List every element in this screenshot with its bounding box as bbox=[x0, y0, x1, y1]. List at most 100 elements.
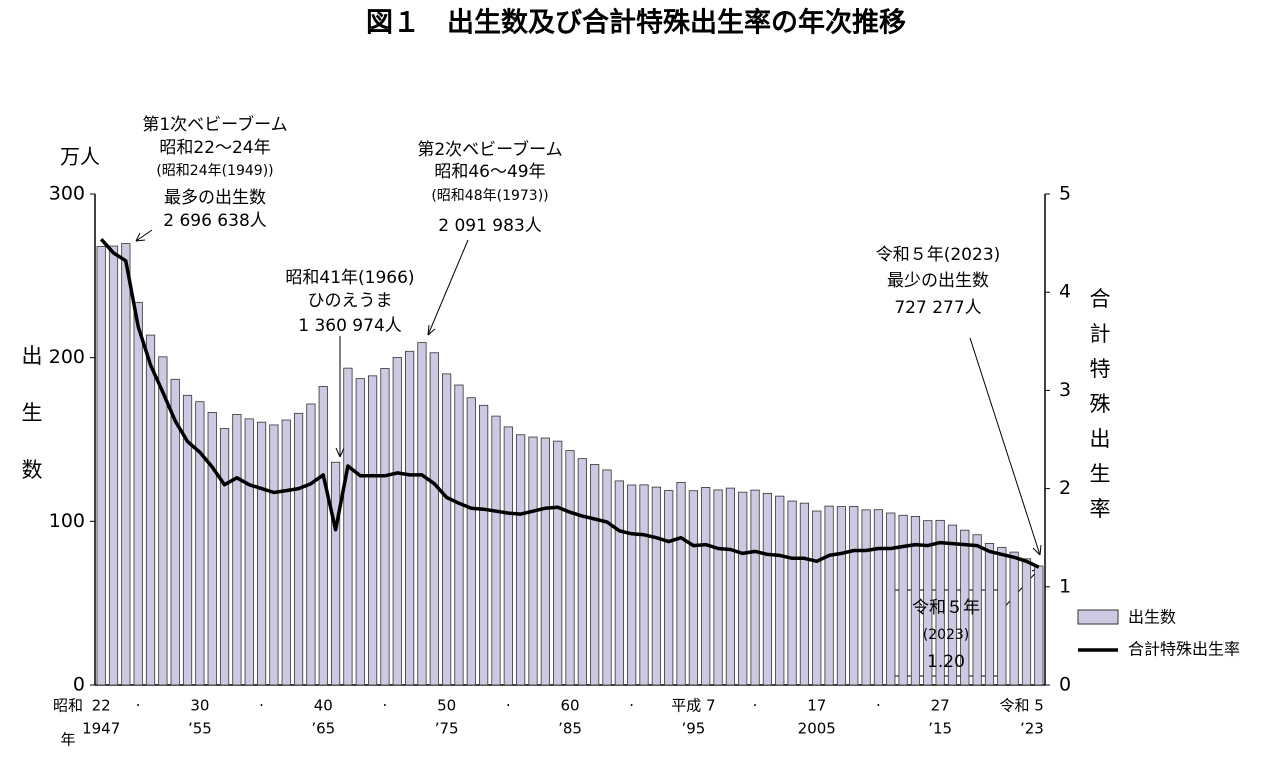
bar bbox=[108, 245, 119, 686]
bar bbox=[392, 357, 402, 686]
bar bbox=[590, 464, 600, 686]
x-tick-label: 22 bbox=[92, 697, 111, 715]
bar bbox=[824, 505, 834, 686]
bar bbox=[836, 506, 847, 686]
bar bbox=[158, 356, 168, 686]
annotation: ひのえうま bbox=[308, 291, 393, 311]
bar bbox=[639, 484, 649, 686]
bar bbox=[528, 436, 538, 686]
bar bbox=[676, 481, 686, 686]
bar bbox=[442, 373, 452, 686]
bar bbox=[355, 378, 365, 686]
x-tick-label-western: ’65 bbox=[311, 720, 335, 738]
bar bbox=[380, 368, 390, 686]
x-tick-label: 17 bbox=[807, 697, 826, 715]
bar bbox=[972, 534, 982, 686]
x-tick-label: 40 bbox=[314, 697, 333, 715]
annotation: 令和５年(2023) bbox=[876, 245, 1001, 265]
bar bbox=[750, 489, 760, 686]
x-tick-label: 60 bbox=[560, 697, 579, 715]
annotation-box bbox=[892, 589, 1001, 677]
x-era-prefix: 昭和 bbox=[53, 697, 83, 715]
x-tick-label: 平成 7 bbox=[671, 697, 715, 715]
bar bbox=[170, 378, 180, 686]
x-tick-label: · bbox=[259, 697, 264, 715]
x-tick-label-western: ’85 bbox=[558, 720, 582, 738]
bar bbox=[195, 401, 205, 686]
bar bbox=[849, 506, 859, 686]
x-tick-label: · bbox=[629, 697, 634, 715]
bar bbox=[256, 421, 267, 686]
bar bbox=[787, 500, 797, 686]
bar bbox=[429, 352, 439, 686]
y-tick-label: 0 bbox=[73, 674, 85, 696]
y2-tick-label: 5 bbox=[1059, 183, 1071, 205]
x-tick-label: · bbox=[506, 697, 511, 715]
bar bbox=[96, 246, 106, 686]
x-tick-label: · bbox=[753, 697, 758, 715]
bar bbox=[269, 424, 279, 686]
x-tick-label-western: ’55 bbox=[188, 720, 212, 738]
bar bbox=[861, 509, 871, 686]
annotation: 令和５年 bbox=[912, 598, 980, 618]
annotation: 1.20 bbox=[927, 652, 965, 672]
bar bbox=[1034, 565, 1044, 686]
bar bbox=[479, 404, 489, 686]
annotation: 2 696 638人 bbox=[163, 211, 267, 231]
annotation: (2023) bbox=[923, 627, 970, 643]
bar bbox=[145, 334, 156, 686]
annotation: 昭和22〜24年 bbox=[159, 138, 270, 158]
bar bbox=[762, 492, 772, 686]
y2-tick-label: 2 bbox=[1059, 477, 1071, 499]
annotation: 1 360 974人 bbox=[298, 316, 402, 336]
bar bbox=[713, 489, 723, 686]
chart-title: 図１ 出生数及び合計特殊出生率の年次推移 bbox=[366, 7, 906, 39]
bar bbox=[232, 414, 242, 686]
arrows bbox=[135, 229, 1042, 613]
bar bbox=[651, 486, 661, 686]
bar bbox=[960, 529, 970, 686]
bar bbox=[614, 480, 624, 686]
x-tick-label-western: ’95 bbox=[681, 720, 705, 738]
bar bbox=[886, 512, 896, 686]
bar bbox=[466, 397, 476, 686]
legend-label: 合計特殊出生率 bbox=[1128, 640, 1240, 659]
bar bbox=[553, 440, 563, 686]
bar bbox=[244, 418, 254, 686]
bar bbox=[454, 384, 464, 686]
bar bbox=[306, 403, 316, 686]
annotation: 第1次ベビーブーム bbox=[142, 114, 287, 135]
y2-tick-label: 4 bbox=[1059, 281, 1071, 303]
x-tick-label-western: ’15 bbox=[928, 720, 952, 738]
bar bbox=[182, 394, 193, 686]
bar bbox=[219, 428, 230, 686]
annotation: 最多の出生数 bbox=[164, 188, 266, 208]
annotation: 昭和41年(1966) bbox=[285, 268, 414, 288]
y-axis-label: 出生数 bbox=[19, 345, 43, 516]
x-tick-label-western: 1947 bbox=[82, 720, 120, 738]
bar bbox=[898, 514, 908, 686]
bar bbox=[1009, 551, 1019, 686]
bar bbox=[516, 434, 526, 686]
bar bbox=[984, 543, 995, 686]
bar bbox=[923, 520, 933, 686]
annotation: (昭和24年(1949)) bbox=[156, 163, 273, 179]
y2-tick-label: 3 bbox=[1059, 379, 1071, 401]
x-tick-label: · bbox=[383, 697, 388, 715]
bar bbox=[725, 487, 735, 686]
y-tick-label: 200 bbox=[49, 346, 85, 368]
bar bbox=[417, 342, 427, 686]
y-tick-label: 100 bbox=[49, 510, 85, 532]
x-tick-label: 30 bbox=[190, 697, 209, 715]
bar bbox=[812, 510, 822, 686]
bar bbox=[577, 458, 587, 686]
x-tick-label: 27 bbox=[931, 697, 950, 715]
bar bbox=[207, 412, 217, 686]
bar bbox=[281, 419, 291, 686]
x-era-suffix: 年 bbox=[60, 731, 75, 749]
bar bbox=[491, 415, 501, 686]
annotation: 727 277人 bbox=[894, 298, 981, 318]
x-tick-label: · bbox=[876, 697, 881, 715]
bar bbox=[701, 487, 711, 686]
